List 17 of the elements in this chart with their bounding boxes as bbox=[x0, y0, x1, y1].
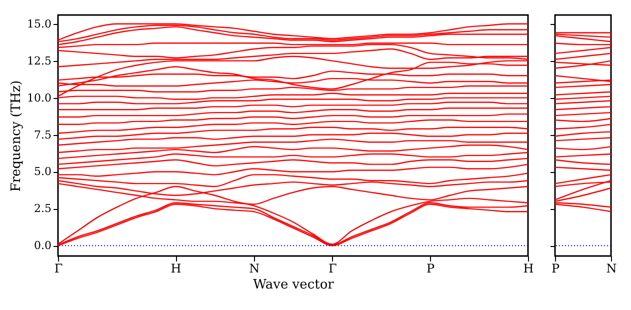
y-tick-label: 15.0 bbox=[27, 17, 52, 30]
y-tick-label: 2.5 bbox=[34, 202, 52, 216]
y-tick-label: 10.0 bbox=[27, 91, 52, 104]
x-tick-label: Γ bbox=[54, 262, 63, 276]
x-tick-label: Γ bbox=[328, 262, 337, 276]
x-tick-label: N bbox=[249, 262, 260, 276]
y-tick-label: 5.0 bbox=[34, 165, 52, 178]
x-tick-label: H bbox=[523, 262, 534, 276]
y-tick-label: 7.5 bbox=[34, 128, 52, 142]
x-tick-label: H bbox=[170, 262, 182, 276]
x-tick-label: P bbox=[551, 262, 560, 276]
y-axis-title: Frequency (THz) bbox=[9, 80, 24, 192]
x-axis-title: Wave vector bbox=[253, 278, 335, 292]
y-tick-label: 12.5 bbox=[27, 54, 52, 68]
y-tick-label: 0.0 bbox=[34, 239, 52, 252]
x-tick-label: N bbox=[606, 262, 617, 276]
x-tick-label: P bbox=[426, 262, 435, 276]
